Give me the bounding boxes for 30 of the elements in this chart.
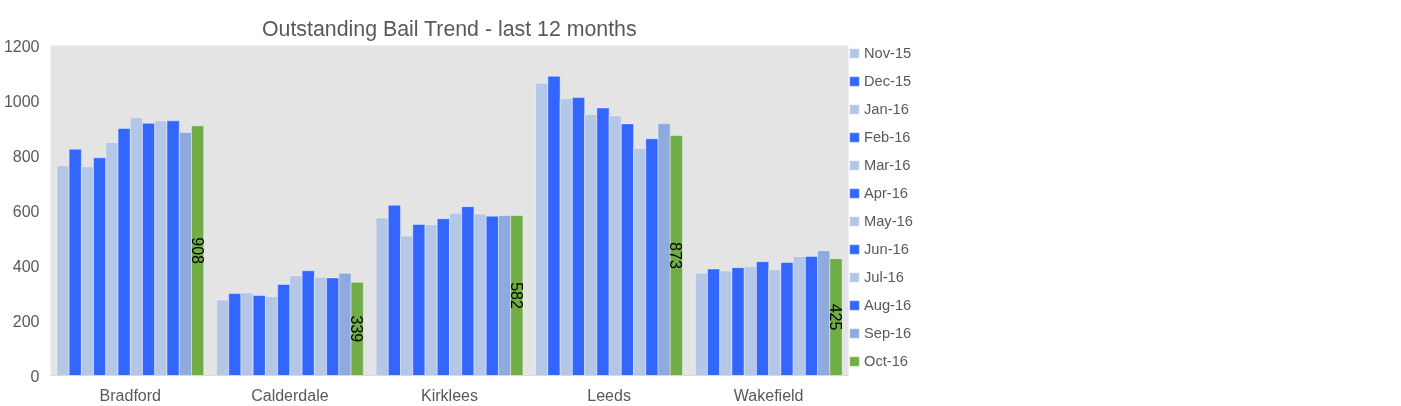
legend-label: Mar-16 <box>864 157 911 173</box>
data-label: 908 <box>188 237 206 265</box>
legend-label: Apr-16 <box>864 185 908 201</box>
x-tick-label: Wakefield <box>733 386 804 404</box>
y-tick-label: 600 <box>12 202 40 220</box>
legend-label: May-16 <box>864 213 913 229</box>
legend-label: Jul-16 <box>864 269 904 285</box>
x-tick-label: Bradford <box>99 386 161 404</box>
y-tick-label: 1000 <box>3 92 40 110</box>
y-tick-label: 0 <box>30 367 40 385</box>
y-tick-label: 1200 <box>3 37 40 55</box>
y-tick-label: 400 <box>12 257 40 275</box>
legend-label: Jun-16 <box>864 241 909 257</box>
x-tick-label: Calderdale <box>251 386 329 404</box>
data-label: 582 <box>507 282 525 309</box>
x-tick-label: Leeds <box>587 386 631 404</box>
data-label: 339 <box>348 315 366 343</box>
legend-label: Dec-15 <box>864 73 912 89</box>
legend-label: Sep-16 <box>864 325 912 341</box>
chart-title: Outstanding Bail Trend - last 12 months <box>261 16 637 41</box>
data-label: 425 <box>827 303 844 331</box>
x-tick-label: Kirklees <box>421 386 478 404</box>
legend-label: Aug-16 <box>864 297 912 313</box>
legend-label: Feb-16 <box>864 129 911 145</box>
data-label: 873 <box>667 242 685 269</box>
legend-label: Nov-15 <box>864 45 912 61</box>
y-tick-label: 800 <box>12 147 40 165</box>
legend-label: Oct-16 <box>864 353 908 369</box>
y-tick-label: 200 <box>12 312 40 330</box>
legend-label: Jan-16 <box>864 101 909 117</box>
